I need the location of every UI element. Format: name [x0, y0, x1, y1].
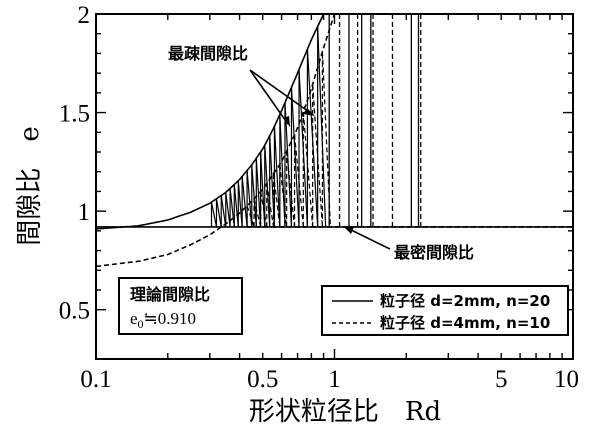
series-0-saw-fall	[290, 87, 300, 227]
y-axis-label: 間隙比 e	[15, 126, 45, 245]
series-0-saw-fall	[210, 201, 218, 228]
arrowhead-loosest-2	[283, 116, 290, 127]
x-tick-label: 0.5	[247, 366, 278, 393]
arrowhead-loosest-1	[303, 108, 315, 116]
arrowhead-densest	[343, 226, 354, 234]
series-1-saw-fall	[260, 191, 268, 228]
series-1	[96, 14, 573, 268]
x-tick-label: 10	[554, 366, 579, 393]
series-1-saw-fall	[321, 51, 332, 227]
series-0-saw-fall	[229, 188, 235, 227]
theory-number: ≒0.910	[144, 309, 197, 328]
series-0-saw-fall	[255, 158, 262, 227]
x-tick-label: 1	[328, 366, 341, 393]
series-0-saw-fall	[251, 164, 257, 227]
legend-box	[321, 285, 569, 336]
annotation-loosest: 最疎間隙比	[168, 44, 248, 63]
arrow-loosest-2	[249, 69, 289, 125]
x-axis-label: 形状粒径比 Rd	[249, 397, 441, 427]
series-0-saw-fall	[317, 26, 327, 227]
series-0-saw-fall	[269, 135, 276, 227]
theory-label: 理論間隙比	[130, 285, 210, 304]
theory-value: e0≒0.910	[130, 309, 196, 331]
series-1-saw-fall	[286, 151, 296, 227]
series-layer	[96, 14, 573, 268]
series-0-saw-fall	[225, 192, 231, 227]
series-0-saw-fall	[298, 69, 309, 227]
legend-label-dashed: 粒子径 d=4mm, n=10	[380, 314, 550, 332]
theory-prefix: e	[130, 309, 138, 328]
series-0-saw-fall	[273, 126, 281, 227]
annotation-densest: 最密間隙比	[394, 243, 474, 262]
series-1-saw-fall	[272, 173, 281, 227]
theory-box	[118, 277, 243, 335]
series-0-saw-fall	[233, 184, 239, 227]
series-1-saw-fall	[279, 164, 288, 227]
series-0	[96, 14, 573, 230]
series-0-saw-fall	[246, 170, 253, 227]
x-tick-label: 0.1	[80, 366, 111, 393]
series-0-saw-fall	[284, 102, 293, 227]
series-0-saw-fall	[215, 198, 222, 228]
x-tick-label: 5	[495, 366, 508, 393]
series-1-saw-fall	[302, 111, 314, 227]
series-1-saw-fall	[253, 198, 262, 228]
series-1-envelope	[96, 14, 336, 268]
ticks-layer	[95, 13, 573, 359]
series-0-saw-fall	[220, 195, 227, 228]
y-tick-label: 2	[78, 2, 91, 29]
y-tick-label: 1.5	[59, 101, 90, 128]
series-1-saw-fall	[266, 183, 275, 228]
series-0-saw-fall	[260, 152, 266, 227]
y-tick-label: 1	[78, 199, 91, 226]
series-1-saw-fall	[246, 205, 255, 228]
series-0-saw-fall	[237, 180, 243, 227]
arrow-densest	[346, 227, 391, 250]
y-tick-label: 0.5	[59, 298, 90, 325]
series-0-saw-fall	[279, 114, 286, 227]
arrow-loosest-1	[249, 69, 313, 115]
legend-label-solid: 粒子径 d=2mm, n=20	[380, 292, 550, 310]
theory-sub: 0	[138, 317, 144, 331]
series-0-saw-fall	[241, 176, 248, 227]
tick-labels: 0.1 0.5 1 5 10 0.5 1 1.5 2	[59, 2, 579, 393]
